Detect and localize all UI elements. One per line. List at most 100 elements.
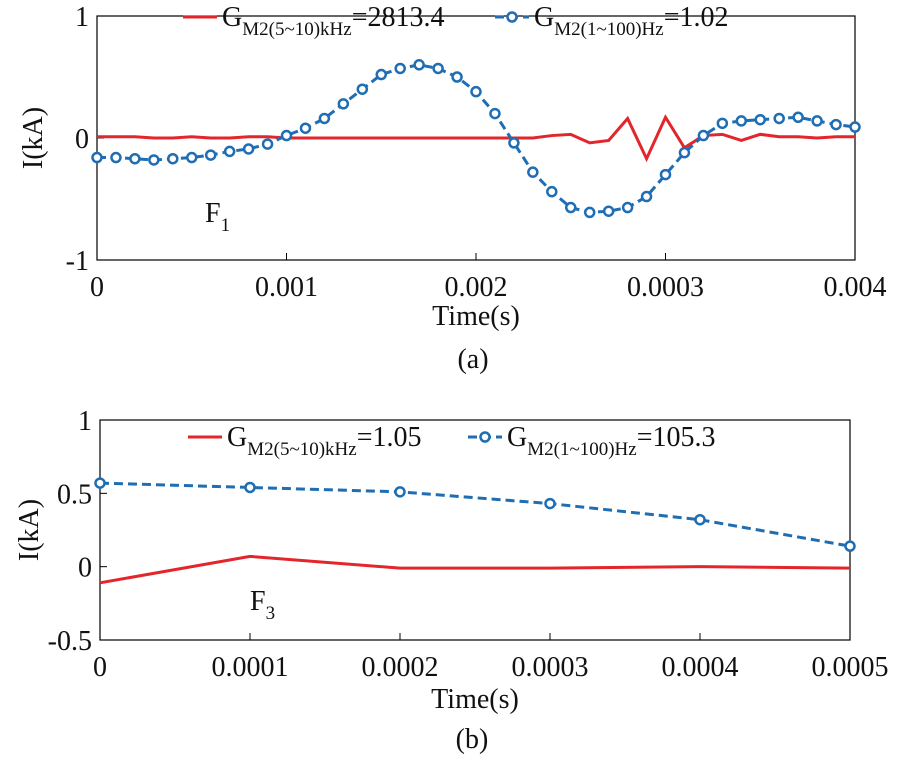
annotation: F3 [250, 586, 275, 624]
series-marker [508, 137, 520, 149]
x-tick-label: 0.0004 [662, 652, 739, 683]
legend-label-suffix: =1.05 [357, 422, 422, 453]
series-marker [544, 497, 556, 510]
y-tick-label: 1 [78, 406, 92, 437]
series-marker [694, 513, 706, 526]
series-marker [773, 112, 785, 125]
legend-label-subscript: M2(1~100)Hz [527, 439, 636, 460]
series-marker [697, 129, 710, 142]
series-marker [792, 111, 804, 124]
series-marker [356, 83, 369, 95]
series-line [97, 114, 855, 163]
series-marker [659, 168, 672, 181]
series-marker [489, 107, 501, 120]
series-marker [640, 190, 653, 203]
series-marker [470, 85, 482, 98]
legend-label: GM2(5~10)kHz=2813.4 [222, 2, 445, 40]
series-marker [337, 98, 350, 110]
series-marker [583, 206, 596, 219]
chart-panel: 0 0.0001 0.0002 0.0003 0.0004 0.0005-0.500.51… [14, 406, 889, 755]
legend-label: GM2(1~100)Hz=1.02 [534, 2, 729, 40]
x-axis-label: Time(s) [431, 684, 519, 715]
legend-label-suffix: =2813.4 [352, 2, 445, 33]
series-marker [849, 121, 861, 133]
series-marker [299, 122, 312, 134]
series-marker [735, 115, 748, 127]
y-tick-label: 0 [78, 553, 92, 584]
series-marker [167, 152, 179, 165]
series-marker [565, 201, 577, 214]
legend-label-subscript: M2(5~10)kHz [247, 439, 356, 460]
legend-label-subscript: M2(1~100)Hz [554, 19, 663, 40]
series-marker [602, 205, 615, 217]
series-marker [242, 143, 255, 155]
series-marker [91, 151, 103, 164]
y-tick-label: 0 [75, 124, 89, 155]
legend-label: GM2(5~10)kHz=1.05 [227, 422, 422, 460]
x-tick-label: 0 [90, 272, 104, 303]
series-marker [375, 68, 387, 81]
series-line [99, 554, 851, 585]
y-axis-label: I(kA) [14, 499, 45, 561]
series-marker [186, 151, 198, 164]
series-marker [148, 154, 160, 166]
series-marker [413, 59, 425, 71]
series-marker [394, 62, 406, 75]
x-axis-label: Time(s) [432, 301, 520, 332]
x-tick-label: 0.0002 [362, 652, 439, 683]
series-marker [94, 477, 106, 489]
series-marker [204, 149, 217, 161]
x-tick-label: 0.0003 [512, 652, 589, 683]
x-tick-label: 0.004 [824, 272, 887, 303]
annotation-subscript: 1 [221, 215, 231, 236]
series-marker [830, 118, 842, 131]
legend-marker [479, 431, 491, 443]
series-marker [280, 129, 293, 142]
series-marker [432, 62, 444, 75]
series-marker [716, 117, 729, 130]
series-marker [754, 113, 766, 126]
series-marker [678, 146, 691, 159]
y-tick-label: 0.5 [57, 479, 92, 510]
series-marker [244, 481, 256, 494]
series-marker [261, 138, 274, 150]
plot-frame [99, 419, 851, 641]
caption: (a) [457, 344, 488, 375]
legend-label-subscript: M2(5~10)kHz [242, 19, 351, 40]
annotation-base: F [205, 198, 221, 229]
legend-label-suffix: =1.02 [664, 2, 729, 33]
series-marker [546, 185, 558, 198]
series-marker [844, 540, 856, 552]
y-tick-label: 1 [75, 2, 89, 33]
x-tick-label: 0.0003 [627, 272, 704, 303]
legend-label-base: G [534, 2, 554, 33]
legend-label-suffix: =105.3 [637, 422, 716, 453]
series-marker [394, 486, 406, 498]
caption: (b) [456, 724, 489, 755]
x-tick-label: 0.0005 [812, 652, 889, 683]
x-tick-label: 0 [93, 652, 107, 683]
series-line [99, 481, 851, 548]
series-marker [110, 151, 122, 164]
chart-panel: 0 0.001 0.002 0.0003 0.004-101Time(s)I(kA)(a… [18, 2, 887, 375]
annotation-subscript: 3 [266, 603, 276, 624]
y-axis-label: I(kA) [18, 107, 49, 169]
series-marker [318, 112, 331, 125]
annotation-base: F [250, 586, 266, 617]
y-tick-label: -0.5 [48, 626, 92, 657]
series-marker [129, 152, 141, 165]
legend-marker [506, 11, 518, 23]
y-tick-label: -1 [66, 246, 89, 277]
legend-label-base: G [222, 2, 242, 33]
series-marker [451, 71, 463, 83]
legend-label-base: G [227, 422, 247, 453]
x-tick-label: 0.0001 [212, 652, 289, 683]
series-marker [527, 166, 539, 178]
series-marker [811, 115, 823, 127]
legend-label: GM2(1~100)Hz=105.3 [507, 422, 716, 460]
legend-label-base: G [507, 422, 527, 453]
annotation: F1 [205, 198, 230, 236]
x-tick-label: 0.001 [255, 272, 318, 303]
x-tick-label: 0.002 [445, 272, 508, 303]
